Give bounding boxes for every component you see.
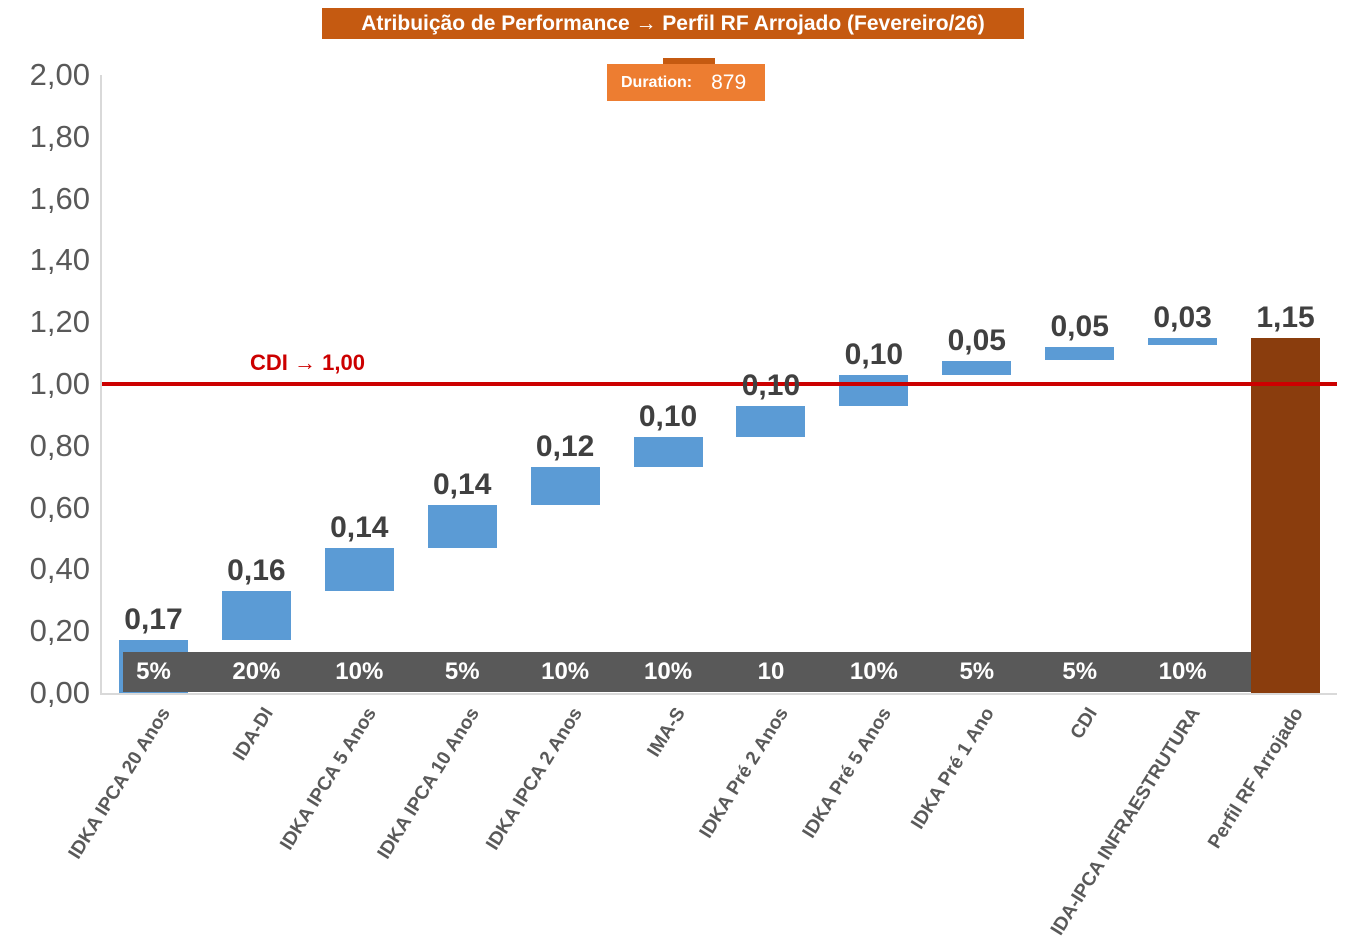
bar-value-label: 0,03	[1153, 300, 1212, 334]
x-axis-category-label: IDA-DI	[229, 704, 279, 765]
y-axis-tick-label: 1,00	[29, 366, 90, 401]
bar-value-label: 0,16	[227, 554, 286, 588]
bar-value-label: 1,15	[1256, 300, 1315, 334]
x-axis-category-label: IDKA IPCA 2 Anos	[482, 704, 587, 854]
y-axis-tick-label: 1,60	[29, 180, 90, 216]
duration-tab-decoration	[663, 58, 715, 67]
x-axis-category-label: CDI	[1066, 704, 1102, 743]
x-axis-category-label: IDKA Pré 1 Ano	[907, 704, 999, 834]
waterfall-bar	[1148, 337, 1218, 346]
x-axis-category-label: Perfil RF Arrojado	[1203, 704, 1308, 853]
weight-label: 10%	[644, 658, 693, 685]
y-axis-tick-label: 1,80	[29, 118, 90, 154]
weight-label: 10%	[849, 658, 898, 685]
total-bar	[1251, 337, 1321, 693]
weight-label: 20%	[232, 658, 281, 685]
weight-label: 10%	[541, 658, 590, 685]
x-axis-category-label: IDKA Pré 5 Anos	[798, 704, 896, 842]
bar-value-label: 0,12	[535, 430, 595, 464]
weight-label: 10%	[1158, 658, 1207, 685]
waterfall-bar	[427, 504, 497, 548]
bar-value-label: 0,05	[1050, 309, 1109, 343]
bar-value-label: 0,10	[638, 399, 698, 433]
weight-label: 5%	[444, 658, 480, 685]
y-axis-tick-label: 1,40	[29, 242, 90, 278]
waterfall-bar	[633, 436, 703, 468]
plot-area: 5% 20% 10% 5% 10% 10% 10 10% 5% 5% 10% CDI → 1,00 0,…	[100, 75, 1337, 695]
waterfall-bar	[1045, 346, 1115, 360]
waterfall-bar	[942, 360, 1012, 375]
y-axis-tick-label: 0,80	[29, 427, 90, 463]
y-axis-tick-label: 1,20	[29, 304, 90, 340]
weight-label: 10%	[335, 658, 384, 685]
x-axis-category-label: IDKA IPCA 20 Anos	[65, 704, 176, 863]
waterfall-bar	[324, 547, 394, 592]
duration-label: Duration:	[621, 73, 693, 91]
cdi-reference-label: CDI → 1,00	[250, 350, 365, 375]
bar-value-label: 0,10	[844, 337, 904, 371]
y-axis-tick-label: 2,00	[29, 57, 90, 92]
waterfall-bar	[736, 405, 806, 437]
weight-label: 5%	[1062, 658, 1098, 685]
duration-badge: Duration: 879	[607, 64, 765, 101]
bar-value-label: 0,14	[330, 510, 389, 544]
x-axis-category-label: IDKA Pré 2 Anos	[695, 704, 793, 842]
weight-label: 10	[757, 658, 785, 685]
x-axis-category-label: IDKA IPCA 10 Anos	[373, 704, 485, 863]
weight-label: 5%	[959, 658, 995, 685]
waterfall-bar	[530, 467, 600, 505]
y-axis-tick-label: 0,40	[29, 551, 90, 587]
bar-value-label: 0,14	[433, 467, 492, 501]
weight-band	[123, 652, 1255, 692]
weight-label: 5%	[136, 658, 171, 685]
chart-title: Atribuição de Performance → Perfil RF Ar…	[322, 8, 1024, 39]
y-axis-tick-label: 0,60	[29, 489, 90, 525]
cdi-reference-line	[102, 382, 1337, 386]
bar-value-label: 0,17	[124, 603, 183, 637]
y-axis-tick-label: 0,00	[29, 675, 90, 710]
x-axis-category-label: IDA-IPCA INFRAESTRUTURA	[1046, 704, 1205, 940]
duration-value: 879	[711, 70, 747, 94]
bar-value-label: 0,10	[741, 368, 801, 402]
waterfall-bar	[839, 374, 909, 406]
bar-value-label: 0,05	[947, 323, 1006, 357]
x-axis-category-label: IDKA IPCA 5 Anos	[276, 704, 382, 854]
y-axis-tick-label: 0,20	[29, 613, 90, 649]
waterfall-bar	[221, 591, 291, 641]
x-axis-category-label: IMA-S	[643, 704, 690, 761]
